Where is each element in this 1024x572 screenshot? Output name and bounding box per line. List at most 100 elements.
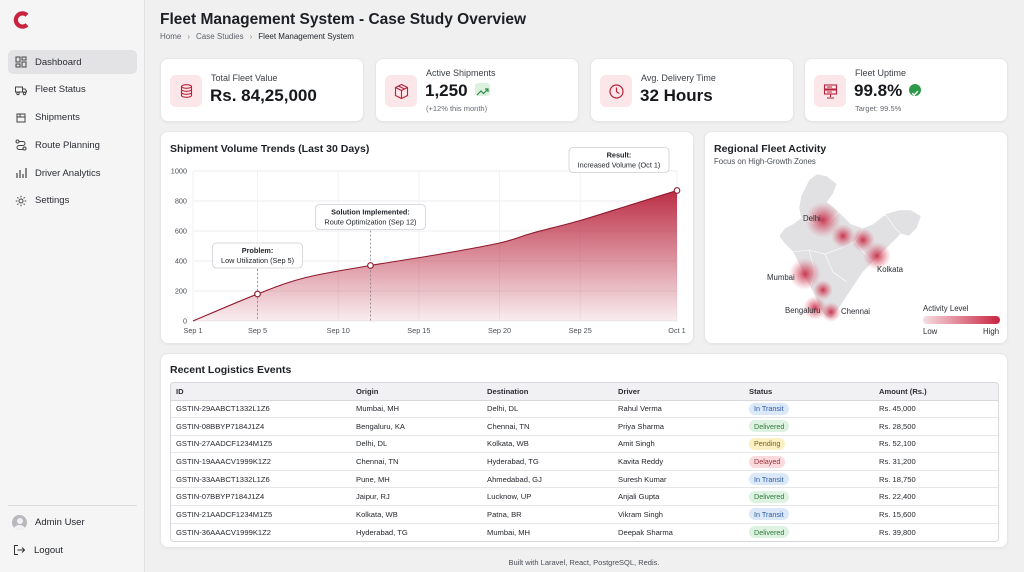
status-badge: Delivered [749, 420, 790, 433]
table-cell: GSTIN-07BBYP7184J1Z4 [171, 487, 351, 507]
status-cell: Delivered [744, 417, 874, 436]
kpi-value: Rs. 84,25,000 [210, 86, 317, 105]
status-cell: In Transit [744, 400, 874, 419]
kpi-sub: Target: 99.5% [855, 104, 902, 113]
table-cell: Kavita Reddy [613, 452, 744, 471]
sidebar-item-route-planning[interactable]: Route Planning [8, 133, 137, 157]
clock-icon [600, 75, 632, 107]
y-tick-label: 800 [175, 197, 187, 206]
annotation-text: Low Utilization (Sep 5) [221, 256, 294, 265]
table-cell: GSTIN-19AAACV1999K1Z2 [171, 452, 351, 471]
table-cell: Hyderabad, TG [356, 527, 408, 537]
table-cell: Rs. 31,200 [874, 452, 998, 471]
regional-subtitle: Focus on High-Growth Zones [714, 157, 816, 166]
coins-icon [170, 75, 202, 107]
brand-logo-icon[interactable] [12, 10, 32, 30]
city-label: Kolkata [877, 265, 904, 274]
table-row[interactable]: GSTIN-29AABCT1332L1Z6 Mumbai, MH Delhi, DL… [171, 400, 998, 419]
kpi-card-active-shipments: Active Shipments 1,250 (+12% this month) [375, 58, 579, 122]
gear-icon [15, 195, 27, 207]
package-icon [385, 75, 417, 107]
kpi-label: Avg. Delivery Time [641, 73, 716, 83]
status-badge: In Transit [749, 473, 789, 486]
status-cell: Delivered [744, 523, 874, 541]
table-cell: GSTIN-27AADCF1234M1Z5 [171, 435, 351, 454]
table-row[interactable]: GSTIN-36AAACV1999K1Z2 Hyderabad, TG Mumbai… [171, 523, 998, 541]
table-row[interactable]: GSTIN-19AAACV1999K1Z2 Chennai, TN Hyderaba… [171, 452, 998, 471]
sidebar-divider [8, 505, 137, 506]
user-profile[interactable]: Admin User [12, 515, 85, 530]
x-tick-label: Sep 10 [327, 326, 350, 335]
table-cell: Chennai, TN [482, 417, 613, 436]
table-cell: Deepak Sharma [618, 527, 673, 537]
regional-title: Regional Fleet Activity [714, 143, 827, 155]
table-cell: GSTIN-21AADCF1234M1Z5 [171, 505, 351, 524]
truck-icon [15, 86, 27, 95]
table-cell: Rahul Verma [613, 400, 744, 419]
table-cell: Amit Singh [613, 435, 744, 454]
annotation-title: Problem: [242, 246, 274, 255]
x-tick-label: Sep 25 [569, 326, 592, 335]
sidebar-item-label: Route Planning [35, 139, 100, 151]
y-tick-label: 600 [175, 227, 187, 236]
table-cell: Anjali Gupta [613, 487, 744, 507]
status-cell: In Transit [744, 505, 874, 524]
sidebar-item-driver-analytics[interactable]: Driver Analytics [8, 161, 137, 185]
table-row[interactable]: GSTIN-21AADCF1234M1Z5 Kolkata, WB Patna, B… [171, 505, 998, 524]
heat-spot-mumbai [789, 258, 821, 290]
sidebar-item-settings[interactable]: Settings [8, 189, 137, 213]
status-badge: Delivered [749, 526, 790, 539]
heat-spot-bengaluru [803, 296, 827, 320]
column-header[interactable]: Destination [482, 383, 613, 401]
column-header[interactable]: ID [171, 383, 351, 401]
breadcrumb-case-studies[interactable]: Case Studies [196, 32, 244, 41]
column-header[interactable]: Driver [613, 383, 744, 401]
status-badge: Delivered [749, 490, 790, 503]
table-row[interactable]: GSTIN-27AADCF1234M1Z5 Delhi, DL Kolkata, W… [171, 435, 998, 454]
legend-low: Low [923, 327, 938, 336]
sidebar-item-dashboard[interactable]: Dashboard [8, 50, 137, 74]
breadcrumb-home[interactable]: Home [160, 32, 182, 41]
legend-gradient-bar [923, 316, 1000, 324]
sidebar-item-label: Fleet Status [35, 84, 86, 96]
status-badge: In Transit [749, 402, 789, 415]
northeast-region [884, 209, 922, 237]
kpi-value: 32 Hours [640, 86, 713, 105]
table-cell: Rs. 52,100 [874, 435, 998, 454]
column-header[interactable]: Status [744, 383, 874, 401]
table-cell: Delhi, DL [482, 400, 613, 419]
trend-chart: 0 200 400 600 800 1000 Sep 1 Sep 5 Sep 10 Sep 15 S… [171, 147, 686, 335]
table-cell: Pune, MH [351, 470, 482, 489]
table-row[interactable]: GSTIN-33AABCT1332L1Z6 Pune, MH Ahmedabad, … [171, 470, 998, 489]
status-cell: Delivered [744, 487, 874, 507]
table-row[interactable]: GSTIN-07BBYP7184J1Z4 Jaipur, RJ Lucknow, U… [171, 487, 998, 507]
table-cell: Rs. 28,500 [874, 417, 998, 436]
sidebar-item-shipments[interactable]: Shipments [8, 106, 137, 130]
route-icon [15, 139, 27, 151]
india-map[interactable]: Delhi Kolkata Mumbai Bengaluru Chennai A… [705, 132, 1009, 345]
x-tick-label: Oct 1 [668, 326, 685, 335]
column-header[interactable]: Amount (Rs.) [874, 383, 998, 401]
table-cell: GSTIN-33AABCT1332L1Z6 [171, 470, 351, 489]
logout-label: Logout [34, 544, 64, 556]
table-cell: Mumbai, MH [351, 400, 482, 419]
sidebar-item-fleet-status[interactable]: Fleet Status [8, 78, 137, 102]
logout-icon [14, 545, 25, 555]
city-label: Mumbai [767, 273, 795, 282]
chart-title: Shipment Volume Trends (Last 30 Days) [170, 143, 370, 155]
annotation-text: Route Optimization (Sep 12) [324, 218, 416, 227]
events-title: Recent Logistics Events [170, 364, 292, 376]
table-row[interactable]: GSTIN-08BBYP7184J1Z4 Bengaluru, KA Chennai… [171, 417, 998, 436]
kpi-value-text: 99.8% [854, 81, 903, 100]
x-tick-label: Sep 1 [183, 326, 202, 335]
trend-chart-card: Shipment Volume Trends (Last 30 Days) 0 2… [160, 131, 694, 344]
regional-activity-card: Regional Fleet Activity Focus on High-Gr… [704, 131, 1008, 344]
table-cell: Vikram Singh [613, 505, 744, 524]
annotation-marker [254, 290, 261, 298]
logout-button[interactable]: Logout [13, 544, 63, 556]
city-label: Chennai [841, 307, 870, 316]
column-header[interactable]: Origin [351, 383, 482, 401]
annotation-marker [367, 262, 374, 269]
server-icon [814, 75, 846, 107]
y-tick-label: 200 [175, 287, 187, 296]
